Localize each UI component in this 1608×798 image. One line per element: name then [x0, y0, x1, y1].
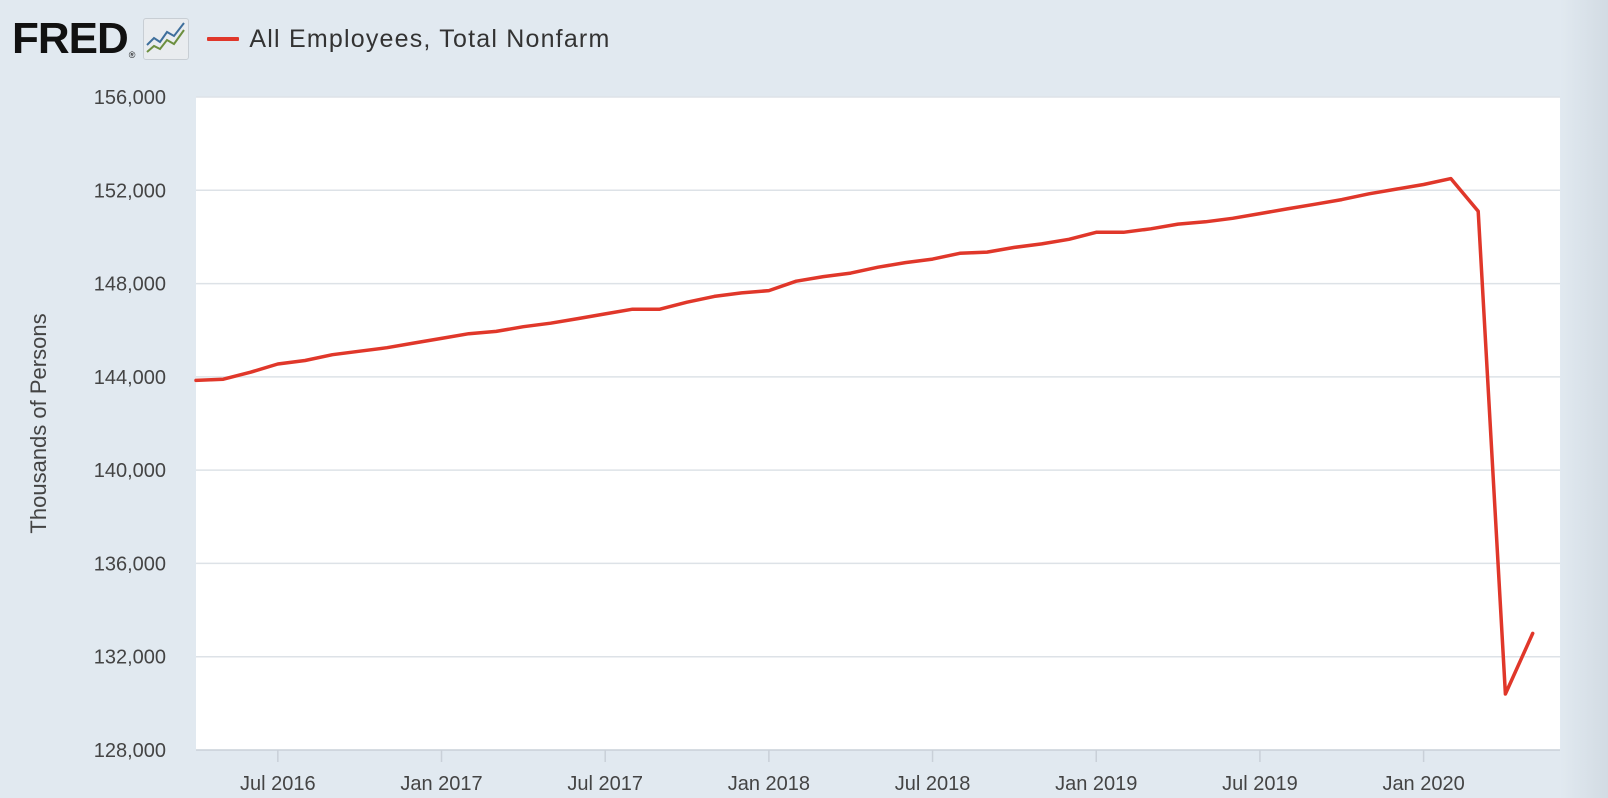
data-point — [604, 312, 607, 315]
chart-header: FRED ® All Employees, Total Nonfarm — [12, 14, 610, 64]
y-tick-label: 152,000 — [94, 180, 166, 202]
data-point — [1313, 203, 1316, 206]
series-layer — [194, 176, 1535, 696]
data-point — [658, 308, 661, 311]
data-point — [276, 362, 279, 365]
data-point — [822, 275, 825, 278]
legend[interactable]: All Employees, Total Nonfarm — [207, 25, 610, 54]
data-point — [904, 261, 907, 264]
gridlines — [196, 96, 1560, 658]
registered-mark: ® — [128, 50, 136, 60]
data-point — [1504, 692, 1507, 695]
data-point — [1395, 188, 1398, 191]
x-tick-label: Jul 2019 — [1222, 773, 1298, 795]
data-point — [522, 325, 525, 328]
data-point — [1531, 632, 1534, 635]
data-point — [1176, 223, 1179, 226]
data-point — [1286, 207, 1289, 210]
x-tick-label: Jul 2018 — [895, 773, 971, 795]
data-point — [1122, 231, 1125, 234]
data-point — [1231, 217, 1234, 220]
data-point — [986, 250, 989, 253]
data-point — [958, 252, 961, 255]
data-point — [1095, 231, 1098, 234]
data-point — [467, 332, 470, 335]
data-point — [1340, 198, 1343, 201]
y-tick-label: 148,000 — [94, 274, 166, 296]
series-line — [194, 176, 1535, 696]
data-point — [631, 308, 634, 311]
plot-area — [196, 97, 1560, 750]
data-point — [576, 317, 579, 320]
data-point — [385, 346, 388, 349]
data-point — [1013, 246, 1016, 249]
y-tick-label: 144,000 — [94, 367, 166, 389]
data-point — [1477, 210, 1480, 213]
data-point — [494, 330, 497, 333]
data-point — [1258, 212, 1261, 215]
data-point — [767, 289, 770, 292]
data-point — [358, 350, 361, 353]
data-point — [740, 291, 743, 294]
page-edge-strip — [1560, 0, 1608, 798]
legend-swatch — [207, 37, 240, 41]
data-point — [1067, 238, 1070, 241]
data-point — [222, 378, 225, 381]
y-tick-label: 128,000 — [94, 740, 166, 762]
data-point — [1149, 227, 1152, 230]
data-point — [1449, 177, 1452, 180]
data-point — [849, 271, 852, 274]
y-tick-label: 140,000 — [94, 460, 166, 482]
x-tick-label: Jan 2019 — [1055, 773, 1137, 795]
x-tick-label: Jul 2016 — [240, 773, 316, 795]
x-tick-label: Jan 2018 — [728, 773, 810, 795]
data-point — [685, 301, 688, 304]
data-point — [1204, 220, 1207, 223]
data-point — [713, 295, 716, 298]
data-point — [1422, 183, 1425, 186]
y-axis-title: Thousands of Persons — [26, 313, 51, 533]
data-point — [194, 379, 197, 382]
y-tick-label: 132,000 — [94, 647, 166, 669]
data-point — [304, 359, 307, 362]
line-graph-icon — [143, 18, 190, 60]
x-tick-label: Jan 2017 — [400, 773, 482, 795]
fred-logo[interactable]: FRED — [12, 14, 129, 63]
y-tick-label: 136,000 — [94, 553, 166, 575]
x-tick-label: Jan 2020 — [1382, 773, 1464, 795]
data-point — [1367, 192, 1370, 195]
data-point — [1040, 242, 1043, 245]
data-point — [876, 266, 879, 269]
data-point — [413, 341, 416, 344]
data-point — [249, 371, 252, 374]
y-tick-label: 156,000 — [94, 87, 166, 109]
data-point — [931, 257, 934, 260]
data-point — [549, 322, 552, 325]
data-point — [331, 353, 334, 356]
x-tick-label: Jul 2017 — [567, 773, 643, 795]
x-axis: Jul 2016 Jan 2017 Jul 2017 Jan 2018 Jul 2018… — [196, 749, 1560, 795]
data-point — [440, 337, 443, 340]
data-point — [795, 280, 798, 283]
y-axis: 128,000 132,000 136,000 140,000 144,000 148,0… — [94, 87, 166, 762]
legend-series-label: All Employees, Total Nonfarm — [249, 24, 611, 53]
